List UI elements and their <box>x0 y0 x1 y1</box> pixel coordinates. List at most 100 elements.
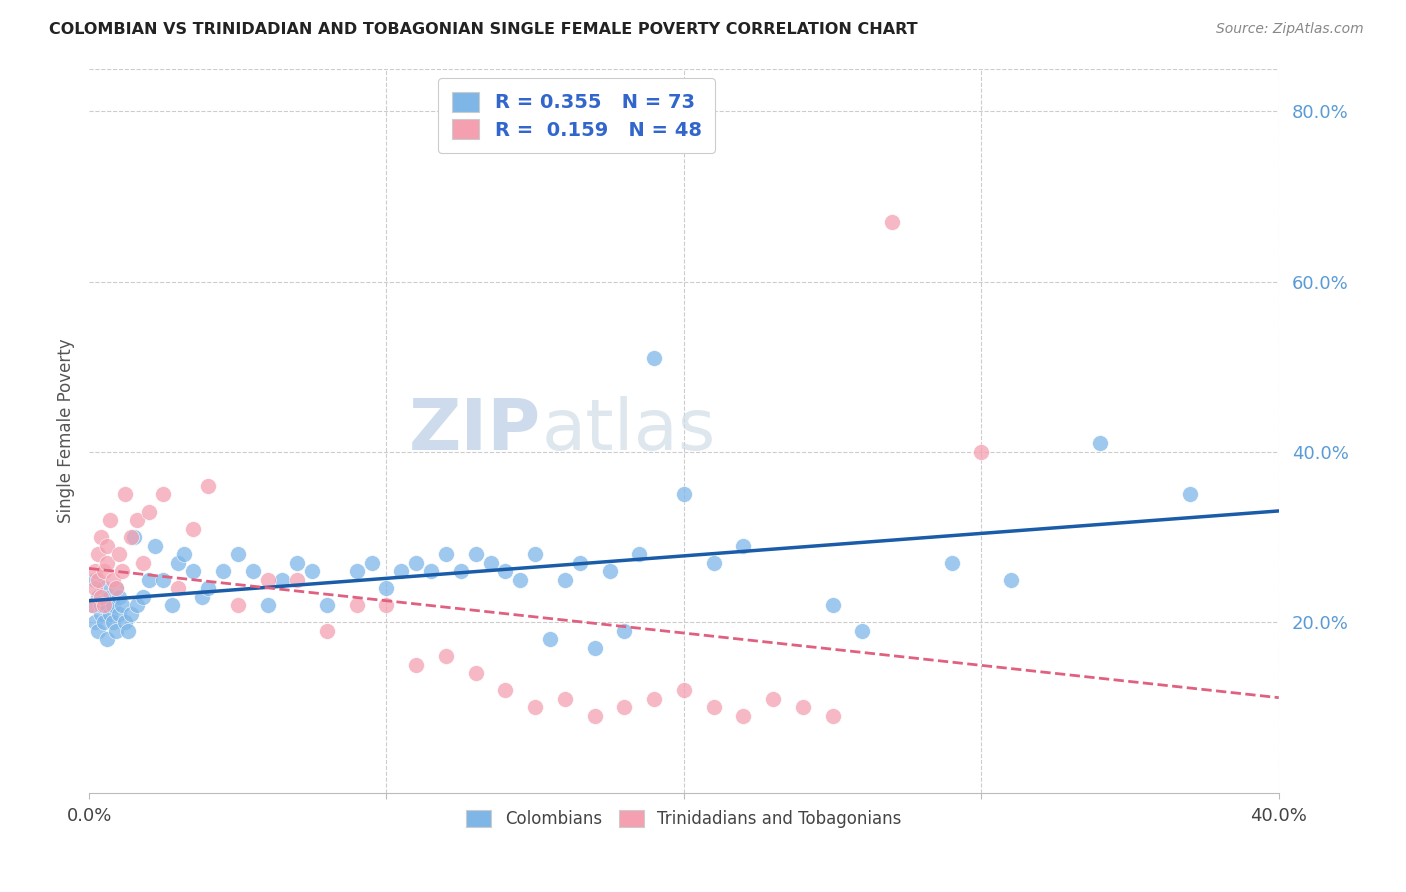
Point <box>117 624 139 638</box>
Y-axis label: Single Female Poverty: Single Female Poverty <box>58 338 75 523</box>
Point <box>87 590 110 604</box>
Point <box>108 547 131 561</box>
Point <box>316 624 339 638</box>
Point <box>360 556 382 570</box>
Point <box>583 709 606 723</box>
Point <box>181 564 204 578</box>
Point <box>420 564 443 578</box>
Point <box>122 530 145 544</box>
Point <box>316 599 339 613</box>
Point <box>405 657 427 672</box>
Point <box>84 573 107 587</box>
Point <box>583 640 606 655</box>
Point <box>703 700 725 714</box>
Point <box>87 624 110 638</box>
Point <box>90 590 112 604</box>
Point <box>90 599 112 613</box>
Point <box>464 547 486 561</box>
Point <box>450 564 472 578</box>
Point <box>301 564 323 578</box>
Point <box>941 556 963 570</box>
Point <box>554 692 576 706</box>
Point <box>93 564 115 578</box>
Point <box>120 607 142 621</box>
Point <box>93 615 115 630</box>
Point <box>375 599 398 613</box>
Point <box>114 487 136 501</box>
Point <box>101 573 124 587</box>
Point <box>96 632 118 647</box>
Point <box>613 700 636 714</box>
Point <box>495 683 517 698</box>
Point <box>104 581 127 595</box>
Point <box>98 607 121 621</box>
Point <box>152 487 174 501</box>
Point <box>792 700 814 714</box>
Point <box>762 692 785 706</box>
Point <box>96 556 118 570</box>
Point <box>464 666 486 681</box>
Point <box>152 573 174 587</box>
Point <box>880 215 903 229</box>
Text: ZIP: ZIP <box>409 396 541 465</box>
Point <box>104 581 127 595</box>
Point <box>554 573 576 587</box>
Point <box>108 607 131 621</box>
Point <box>643 692 665 706</box>
Point <box>98 513 121 527</box>
Point <box>851 624 873 638</box>
Point <box>197 479 219 493</box>
Point <box>93 599 115 613</box>
Point <box>346 564 368 578</box>
Point <box>87 573 110 587</box>
Point <box>495 564 517 578</box>
Point <box>173 547 195 561</box>
Point <box>104 624 127 638</box>
Point <box>98 590 121 604</box>
Point <box>80 599 103 613</box>
Point <box>84 564 107 578</box>
Point <box>181 522 204 536</box>
Point <box>108 590 131 604</box>
Point <box>256 573 278 587</box>
Point <box>285 573 308 587</box>
Point <box>143 539 166 553</box>
Point <box>167 556 190 570</box>
Point <box>821 599 844 613</box>
Point <box>703 556 725 570</box>
Point <box>90 530 112 544</box>
Point <box>1090 436 1112 450</box>
Point <box>733 539 755 553</box>
Point <box>479 556 502 570</box>
Point <box>191 590 214 604</box>
Point <box>643 351 665 366</box>
Point <box>111 564 134 578</box>
Point <box>101 615 124 630</box>
Point <box>111 599 134 613</box>
Point <box>821 709 844 723</box>
Point <box>80 599 103 613</box>
Point <box>509 573 531 587</box>
Point <box>162 599 184 613</box>
Point <box>1178 487 1201 501</box>
Point <box>212 564 235 578</box>
Point <box>125 599 148 613</box>
Point <box>90 607 112 621</box>
Point <box>970 445 993 459</box>
Point <box>672 487 695 501</box>
Point <box>613 624 636 638</box>
Point <box>405 556 427 570</box>
Point <box>538 632 561 647</box>
Text: COLOMBIAN VS TRINIDADIAN AND TOBAGONIAN SINGLE FEMALE POVERTY CORRELATION CHART: COLOMBIAN VS TRINIDADIAN AND TOBAGONIAN … <box>49 22 918 37</box>
Point <box>271 573 294 587</box>
Point <box>733 709 755 723</box>
Point <box>226 547 249 561</box>
Point <box>256 599 278 613</box>
Point <box>599 564 621 578</box>
Point <box>285 556 308 570</box>
Point <box>96 539 118 553</box>
Point <box>568 556 591 570</box>
Point <box>524 700 547 714</box>
Point <box>96 599 118 613</box>
Point <box>138 504 160 518</box>
